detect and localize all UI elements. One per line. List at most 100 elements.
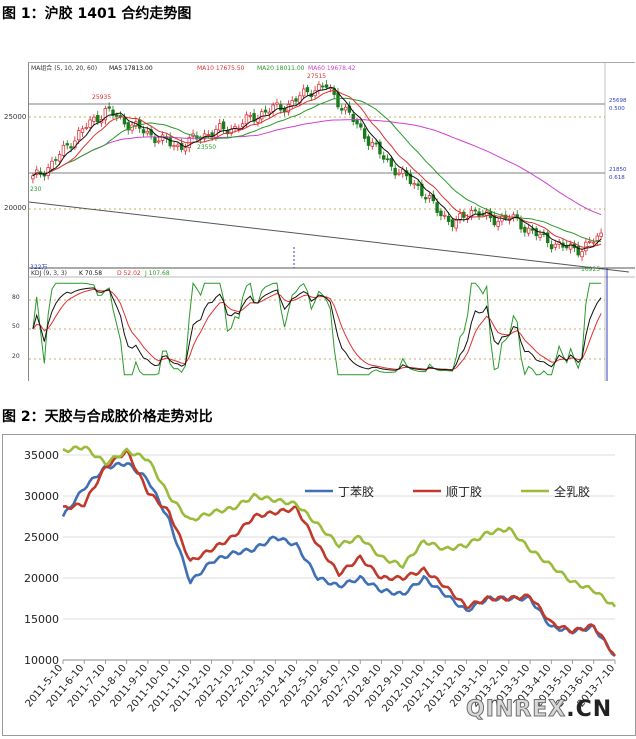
y-tick-labels: 10000 15000 20000 25000 30000 35000 [24,449,59,667]
candle-body [145,130,149,134]
series-line-3 [62,445,617,608]
candle-body [423,197,428,200]
price-label-peak: 27515 [307,73,326,80]
candle-body [374,142,378,145]
legend-label: 顺丁胶 [446,484,482,499]
candle-body [393,167,397,176]
legend-label: 丁苯胶 [338,484,374,499]
right-label-0618: 0.618 [609,175,625,181]
candle-body [450,219,455,228]
candle-body [526,227,531,234]
candle-body [252,113,256,122]
candle-body [107,106,111,109]
candle-body [96,115,100,123]
series-lines [61,445,617,657]
candle-body [172,145,176,147]
candle-body [427,195,432,199]
candle-body [324,84,329,88]
candle-body [370,142,374,147]
candle-body [279,104,283,111]
candle-body [443,214,447,217]
candle-body [446,215,451,222]
candle-body [301,88,306,97]
candle-body [473,209,477,212]
candle-body [290,100,294,106]
candle-body [31,175,35,180]
candle-body [57,154,62,162]
right-label-25698: 25698 [609,98,627,104]
candle-body [76,130,81,141]
figure-1-left-margin [0,62,28,380]
candle-body [69,146,73,149]
candle-body [179,142,184,150]
candle-body [126,122,130,131]
price-label-start: 230 [30,186,42,193]
candle-body [599,232,603,237]
candle-body [65,143,69,146]
candle-body [389,158,394,167]
figure-1-chart: MA组合 (5, 10, 20, 60) MA5 17813.00 MA10 1… [3,62,635,381]
candle-body [412,183,416,186]
ma5-legend: MA5 17813.00 [109,65,153,72]
candle-body [458,213,462,221]
series-line-2 [62,448,617,657]
candle-body [294,98,298,102]
candle-body [176,144,180,147]
kdj-legend-title: KDJ (9, 3, 3) [31,270,67,277]
candle-body [218,123,222,131]
candle-body [84,127,88,129]
candle-body [382,155,386,160]
candle-body [263,109,268,113]
candle-body [168,136,172,147]
candle-body [595,235,599,241]
candle-body [362,128,367,139]
candle-body [305,87,310,93]
right-label-21850: 21850 [609,167,627,173]
candle-body [568,243,573,250]
y-tick-label: 15000 [24,613,59,626]
series-line-1 [61,461,616,657]
candle-body [587,241,592,243]
candle-body [366,136,371,146]
candle-body [275,102,279,105]
candle-body [576,245,580,256]
price-label-low-mid: 23550 [197,144,216,151]
candle-body [88,119,92,128]
figure-2-caption: 图 2：天胶与合成胶价格走势对比 [2,409,213,425]
ma-legend-title: MA组合 (5, 10, 20, 60) [31,64,97,72]
y-tick-label: 20000 [24,572,59,585]
kdj-j-legend: J 107.68 [144,270,170,277]
legend-label: 全乳胶 [554,484,590,499]
ma20-legend: MA20 18011.00 [257,65,305,72]
y-tick-label: 30000 [24,490,59,503]
candle-body [80,128,85,133]
y-tick-label: 25000 [24,531,59,544]
candle-body [549,244,554,250]
legend: 丁苯胶 顺丁胶 全乳胶 [305,484,590,499]
candle-body [206,134,211,136]
kdj-d-legend: D 52.02 [117,270,141,277]
fig1-kdj-label-50: 50 [12,323,20,330]
candle-body [122,117,127,125]
candle-body [103,108,108,121]
candle-body [248,114,252,117]
price-label-low-left: 322万 [30,264,47,271]
candle-body [385,158,390,161]
ma60-legend: MA60 19678.42 [308,65,356,72]
price-label-high1: 25935 [92,94,111,101]
ma10-line [32,89,602,248]
ma10-legend: MA10 17675.50 [197,65,245,72]
fig1-kdj-label-20: 20 [12,353,20,360]
candle-body [530,228,535,231]
candle-body [35,169,39,175]
candle-body [591,241,596,244]
candle-body [221,121,226,130]
kdj-k-line [32,287,602,371]
candle-body [355,120,359,125]
candle-body [546,232,550,244]
candle-body [542,233,546,235]
candle-body [267,111,272,115]
candle-body [286,104,291,113]
candle-body [416,183,420,187]
price-label-low-end: 16925 [581,266,600,273]
